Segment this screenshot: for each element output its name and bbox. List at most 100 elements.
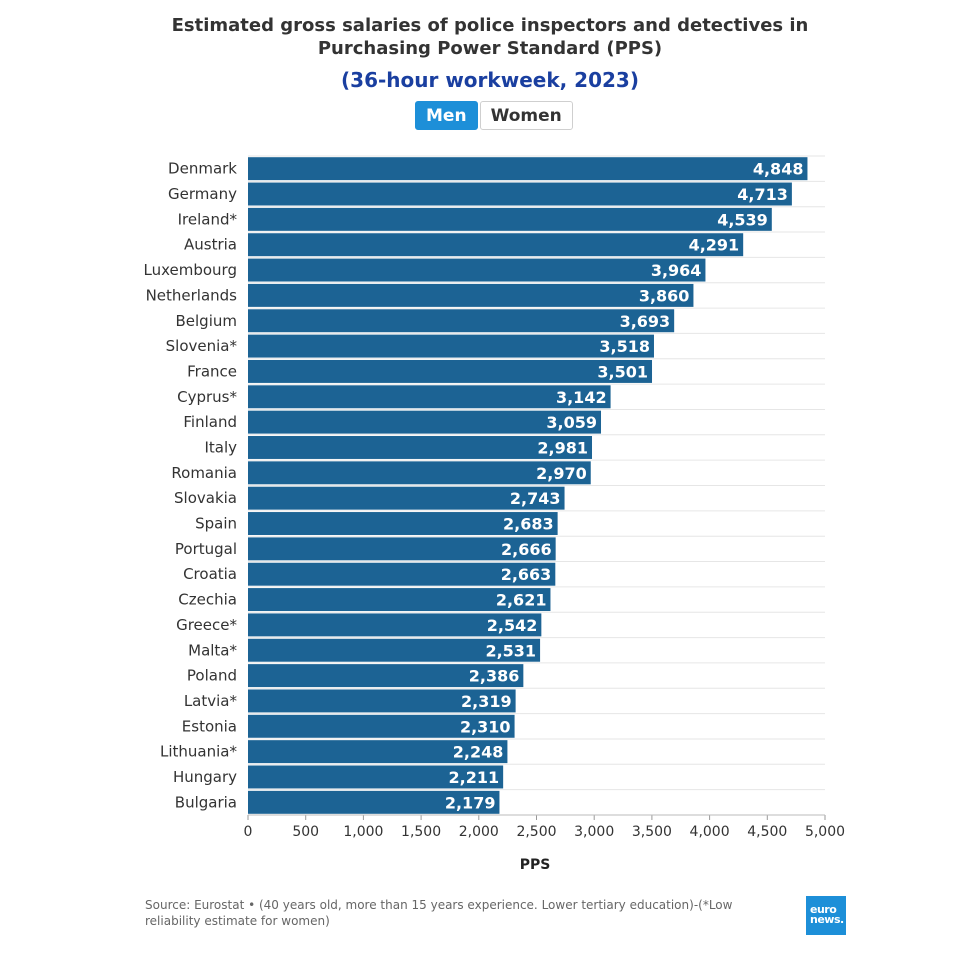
data-label: 2,319 — [461, 692, 512, 711]
category-label: Romania — [171, 464, 237, 482]
data-label: 2,531 — [485, 641, 536, 660]
category-label: Ireland* — [178, 210, 238, 228]
x-axis-label: PPS — [519, 857, 551, 873]
bar[interactable] — [248, 537, 556, 561]
bar[interactable] — [248, 359, 653, 383]
category-label: France — [187, 362, 237, 380]
x-tick-label: 2,000 — [459, 824, 499, 840]
bar[interactable] — [248, 714, 515, 738]
gender-toggle: Men Women — [415, 101, 573, 130]
x-tick-label: 5,000 — [805, 824, 845, 840]
data-label: 2,981 — [537, 438, 588, 457]
bar[interactable] — [248, 588, 551, 612]
data-label: 2,663 — [501, 565, 552, 584]
category-label: Bulgaria — [175, 793, 237, 811]
data-label: 2,248 — [453, 743, 504, 762]
x-tick-label: 3,000 — [574, 824, 614, 840]
data-label: 3,860 — [639, 286, 690, 305]
category-label: Latvia* — [184, 692, 238, 710]
x-tick-label: 0 — [244, 824, 253, 840]
data-label: 3,142 — [556, 388, 607, 407]
bar[interactable] — [248, 157, 808, 181]
bar[interactable] — [248, 258, 706, 282]
category-label: Austria — [184, 236, 237, 254]
data-label: 2,743 — [510, 489, 561, 508]
logo-line-2: news. — [810, 913, 844, 926]
bar[interactable] — [248, 385, 611, 409]
category-label: Lithuania* — [160, 743, 237, 761]
category-label: Luxembourg — [144, 261, 238, 279]
data-label: 3,693 — [620, 312, 671, 331]
category-label: Italy — [204, 438, 237, 456]
bar[interactable] — [248, 233, 744, 257]
data-label: 2,211 — [449, 768, 500, 787]
data-label: 2,683 — [503, 515, 554, 534]
bar[interactable] — [248, 207, 772, 231]
category-label: Czechia — [178, 591, 237, 609]
data-label: 4,539 — [717, 210, 768, 229]
chart-subtitle: (36-hour workweek, 2023) — [341, 68, 639, 92]
bar[interactable] — [248, 689, 516, 713]
bar[interactable] — [248, 486, 565, 510]
x-tick-label: 500 — [292, 824, 319, 840]
data-label: 3,518 — [599, 337, 650, 356]
bar[interactable] — [248, 461, 591, 485]
category-label: Greece* — [176, 616, 237, 634]
data-label: 2,621 — [496, 591, 547, 610]
category-label: Malta* — [188, 641, 237, 659]
category-label: Poland — [187, 667, 237, 685]
category-label: Denmark — [168, 160, 237, 178]
x-tick-label: 2,500 — [516, 824, 556, 840]
x-tick-label: 4,500 — [747, 824, 787, 840]
data-label: 2,666 — [501, 540, 552, 559]
category-label: Cyprus* — [177, 388, 237, 406]
bar[interactable] — [248, 740, 508, 764]
data-label: 2,970 — [536, 464, 587, 483]
chart-title: Estimated gross salaries of police inspe… — [171, 15, 809, 59]
data-label: 2,542 — [487, 616, 538, 635]
bar[interactable] — [248, 613, 542, 637]
x-tick-label: 1,500 — [401, 824, 441, 840]
bar[interactable] — [248, 790, 500, 814]
category-label: Hungary — [173, 768, 237, 786]
bar[interactable] — [248, 512, 558, 535]
category-label: Finland — [183, 413, 237, 431]
category-label: Belgium — [176, 312, 238, 330]
data-label: 3,501 — [597, 362, 648, 381]
men-toggle-button[interactable]: Men — [415, 101, 478, 130]
category-label: Portugal — [175, 540, 237, 558]
category-label: Netherlands — [146, 286, 238, 304]
data-label: 4,713 — [737, 185, 788, 204]
bar[interactable] — [248, 410, 602, 434]
category-label: Croatia — [183, 565, 237, 583]
data-label: 3,964 — [651, 261, 702, 280]
bar[interactable] — [248, 436, 593, 459]
data-label: 4,848 — [753, 160, 804, 179]
x-tick-label: 3,500 — [632, 824, 672, 840]
bar[interactable] — [248, 334, 654, 358]
category-label: Estonia — [182, 717, 237, 735]
euronews-logo[interactable]: euro news. — [806, 896, 846, 935]
logo-line-1: euro — [810, 903, 837, 916]
data-label: 2,179 — [445, 793, 496, 812]
category-label: Slovenia* — [166, 337, 238, 355]
bar[interactable] — [248, 664, 524, 688]
data-label: 2,310 — [460, 717, 511, 736]
data-label: 4,291 — [689, 236, 740, 255]
bar[interactable] — [248, 283, 694, 307]
category-label: Slovakia — [174, 489, 237, 507]
category-label: Spain — [195, 515, 237, 533]
category-label: Germany — [168, 185, 237, 203]
x-tick-label: 4,000 — [690, 824, 730, 840]
bar[interactable] — [248, 309, 675, 333]
bar[interactable] — [248, 638, 541, 662]
data-label: 3,059 — [546, 413, 597, 432]
women-toggle-button[interactable]: Women — [479, 101, 573, 130]
bar[interactable] — [248, 562, 556, 586]
data-label: 2,386 — [469, 667, 520, 686]
bar[interactable] — [248, 182, 792, 206]
x-tick-label: 1,000 — [343, 824, 383, 840]
bar[interactable] — [248, 765, 504, 789]
source-note: Source: Eurostat • (40 years old, more t… — [145, 898, 733, 928]
